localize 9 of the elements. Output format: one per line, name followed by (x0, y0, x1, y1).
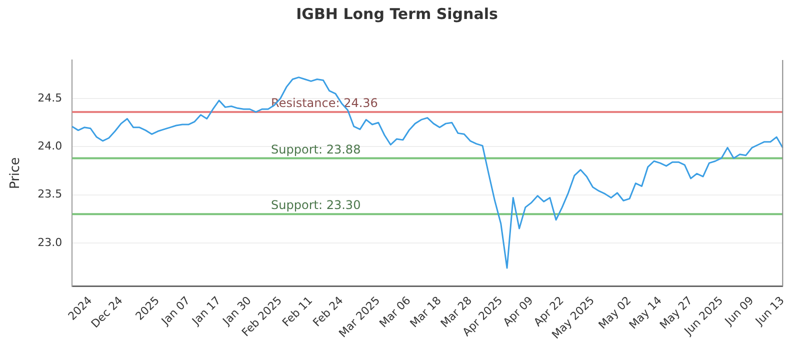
ref-line-label: Support: 23.30 (271, 198, 361, 212)
ref-line-label: Support: 23.88 (271, 142, 361, 156)
y-axis-title: Price (8, 157, 24, 190)
y-tick-label: 23.5 (38, 188, 62, 201)
chart-title: IGBH Long Term Signals (296, 4, 498, 23)
y-tick-label: 24.5 (38, 91, 62, 104)
x-tick-label: Apr 09 (500, 294, 536, 329)
y-tick-label: 23.0 (38, 236, 62, 249)
y-tick-label: 24.0 (38, 140, 62, 153)
